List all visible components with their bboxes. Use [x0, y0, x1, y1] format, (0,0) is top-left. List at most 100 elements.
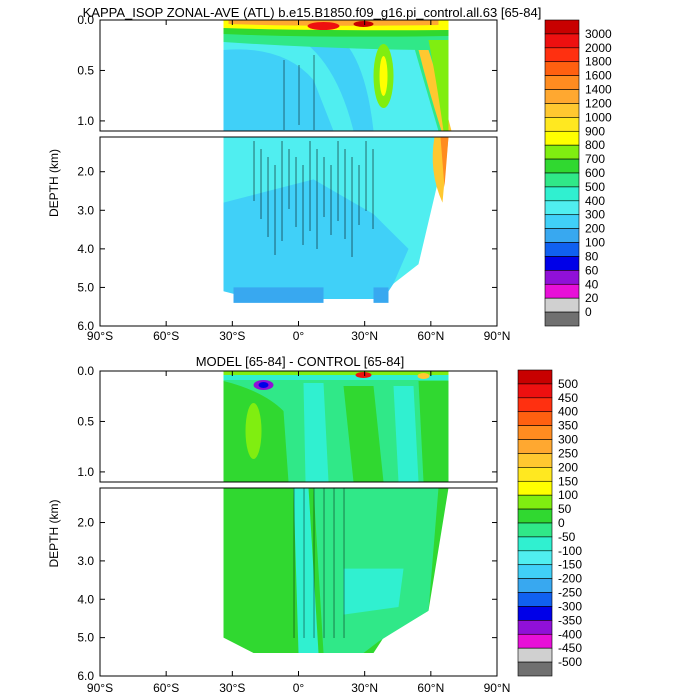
field-region: [355, 372, 372, 378]
contour-line: [323, 488, 325, 638]
colorbar-label: 800: [585, 138, 605, 152]
contour-line: [295, 157, 297, 227]
contour-line: [253, 141, 255, 201]
x-tick-label: 90°S: [87, 681, 113, 695]
colorbar-swatch: [517, 425, 553, 440]
field-region: [303, 383, 329, 482]
x-tick-label: 30°S: [219, 681, 245, 695]
colorbar-label: 3000: [585, 27, 612, 41]
y-tick-label: 0.5: [77, 63, 94, 77]
colorbar-swatch: [544, 117, 580, 132]
colorbar: 3000200018001600140012001000900800700600…: [544, 19, 612, 327]
chart-title: KAPPA_ISOP ZONAL-AVE (ATL) b.e15.B1850.f…: [83, 5, 542, 20]
colorbar-swatch: [544, 89, 580, 104]
colorbar-swatch: [517, 647, 553, 663]
contour-line: [283, 60, 285, 130]
contour-line: [323, 157, 325, 217]
field-region: [245, 403, 262, 459]
contour-line: [337, 141, 339, 221]
colorbar-swatch: [517, 661, 553, 677]
contour-line: [333, 488, 335, 638]
y-tick-label: 1.0: [77, 465, 94, 479]
colorbar-swatch: [544, 61, 580, 76]
colorbar-swatch: [517, 550, 553, 566]
y-tick-label: 5.0: [77, 280, 94, 294]
colorbar-label: -500: [558, 655, 582, 669]
colorbar-swatch: [517, 397, 553, 413]
colorbar-label: 250: [558, 446, 578, 460]
chart-panel-2: MODEL [65-84] - CONTROL [65-84] 0.0 0.5 1.0…: [47, 354, 582, 695]
contour-line: [344, 149, 346, 239]
contour-line: [351, 157, 353, 257]
colorbar-label: 600: [585, 166, 605, 180]
field-region: [293, 488, 319, 653]
field-region: [233, 287, 324, 303]
colorbar-swatch: [517, 620, 553, 635]
contour-line: [309, 141, 311, 231]
colorbar-swatch: [517, 508, 553, 524]
colorbar-swatch: [544, 19, 580, 35]
y-axis-label: DEPTH (km): [47, 149, 61, 217]
contour-line: [303, 488, 305, 638]
field-region: [343, 386, 384, 482]
y-tick-label: 6.0: [77, 319, 94, 333]
field-region: [223, 179, 409, 299]
colorbar-label: 2000: [585, 41, 612, 55]
x-tick-label: 60°S: [153, 329, 179, 343]
field-region: [418, 381, 449, 482]
colorbar-swatch: [517, 592, 553, 607]
contour-line: [313, 488, 315, 638]
colorbar-label: 400: [585, 194, 605, 208]
contour-line: [330, 165, 332, 235]
upper-field: [99, 19, 498, 132]
colorbar-swatch: [544, 144, 580, 160]
colorbar-label: 1400: [585, 83, 612, 97]
colorbar-label: 150: [558, 474, 578, 488]
x-tick-label: 60°N: [417, 329, 444, 343]
y-tick-label: 5.0: [77, 631, 94, 645]
colorbar-swatch: [517, 369, 553, 385]
colorbar-label: -200: [558, 572, 582, 586]
field-region: [353, 21, 374, 27]
colorbar-swatch: [544, 172, 580, 188]
colorbar-swatch: [517, 480, 553, 496]
field-region: [283, 28, 374, 131]
contour-line: [281, 141, 283, 241]
y-tick-label: 2.0: [77, 165, 94, 179]
x-tick-label: 30°S: [219, 329, 245, 343]
field-region: [258, 382, 269, 388]
colorbar-swatch: [544, 200, 580, 216]
contour-line: [316, 149, 318, 249]
lower-field: [99, 136, 498, 327]
colorbar-swatch: [544, 186, 580, 202]
y-axis-label: DEPTH (km): [47, 500, 61, 568]
y-tick-label: 2.0: [77, 516, 94, 530]
field-region: [428, 40, 449, 131]
field-region: [307, 22, 340, 30]
x-tick-label: 60°N: [417, 681, 444, 695]
contour-line: [302, 165, 304, 245]
contour-line: [298, 65, 300, 125]
colorbar-label: 450: [558, 391, 578, 405]
colorbar-label: 350: [558, 419, 578, 433]
colorbar-label: -250: [558, 586, 582, 600]
y-tick-label: 4.0: [77, 592, 94, 606]
y-tick-label: 0.5: [77, 414, 94, 428]
colorbar-label: 500: [558, 377, 578, 391]
colorbar-swatch: [544, 33, 580, 49]
upper-field: [99, 370, 498, 483]
field-region: [223, 371, 449, 375]
contour-line: [293, 488, 295, 638]
colorbar-swatch: [517, 411, 553, 426]
colorbar-label: 500: [585, 180, 605, 194]
field-region: [440, 137, 449, 188]
colorbar-label: 1800: [585, 55, 612, 69]
colorbar-label: 300: [585, 208, 605, 222]
colorbar-label: -300: [558, 599, 582, 613]
colorbar-swatch: [517, 453, 553, 468]
colorbar-swatch: [517, 467, 553, 482]
colorbar-swatch: [517, 564, 553, 579]
y-tick-label: 0.0: [77, 364, 94, 378]
colorbar-swatch: [544, 75, 580, 90]
